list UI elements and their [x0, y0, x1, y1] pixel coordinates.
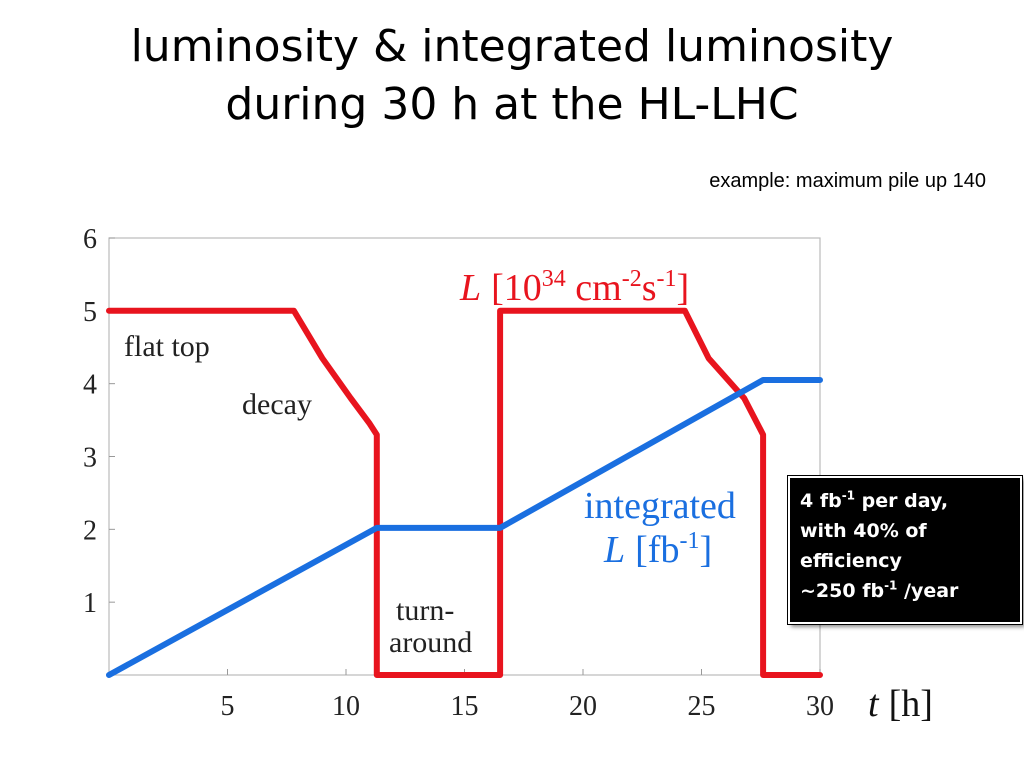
y-tick-label: 2: [83, 515, 97, 546]
y-tick-label: 5: [83, 297, 97, 328]
x-axis-title: t [h]: [868, 683, 933, 725]
annotation-turn: turn-: [396, 594, 454, 627]
info-box: 4 fb-1 per day, with 40% of efficiency ~…: [787, 475, 1023, 625]
info-line-1: 4 fb-1 per day,: [800, 488, 949, 512]
series-label-integrated-line2: L [fb-1]: [603, 528, 712, 571]
x-tick-label: 25: [688, 691, 716, 722]
x-tick-label: 5: [221, 691, 235, 722]
x-tick-label: 20: [569, 691, 597, 722]
y-tick-label: 6: [83, 224, 97, 255]
annotation-flat-top: flat top: [124, 330, 210, 363]
annotation-decay: decay: [242, 388, 312, 421]
slide-subtitle: example: maximum pile up 140: [709, 170, 986, 192]
annotation-around: around: [389, 626, 472, 659]
x-tick-label: 15: [451, 691, 479, 722]
title-line-1: luminosity & integrated luminosity: [130, 21, 894, 72]
info-line-3: efficiency: [800, 550, 902, 572]
y-tick-label: 4: [83, 370, 97, 401]
x-tick-label: 10: [332, 691, 360, 722]
series-label-luminosity: L [1034 cm-2s-1]: [459, 266, 689, 309]
info-line-2: with 40% of: [800, 520, 927, 542]
x-axis-ticks: 5 10 15 20 25 30: [221, 669, 834, 722]
y-tick-label: 1: [83, 588, 97, 619]
slide-title: luminosity & integrated luminosity durin…: [0, 18, 1024, 134]
x-tick-label: 30: [806, 691, 834, 722]
series-label-integrated-line1: integrated: [584, 485, 736, 527]
title-line-2: during 30 h at the HL-LHC: [225, 79, 799, 130]
y-tick-label: 3: [83, 443, 97, 474]
y-axis-ticks: 1 2 3 4 5 6: [83, 224, 115, 619]
series-lines: [106, 307, 823, 678]
luminosity-line: [106, 307, 823, 678]
info-line-4: ~250 fb-1 /year: [800, 578, 959, 602]
integrated-luminosity-line: [106, 377, 823, 678]
